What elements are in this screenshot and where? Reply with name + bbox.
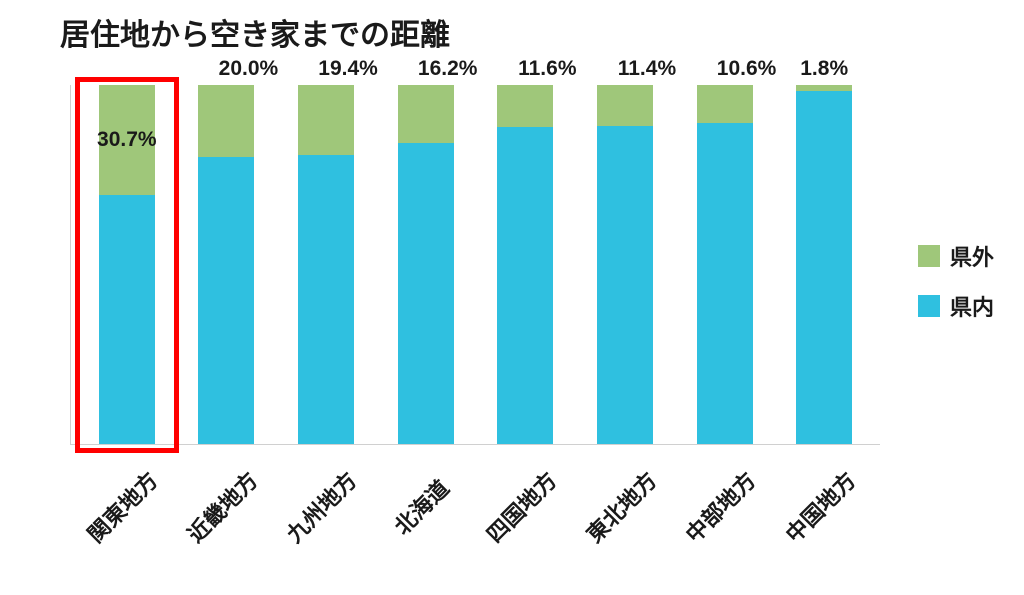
bar-0: 30.7% — [99, 85, 155, 444]
bar-6-seg-in — [697, 123, 753, 444]
x-label-1: 近畿地方 — [179, 464, 264, 549]
bar-slot-5: 11.4% — [575, 85, 675, 444]
legend-row-out: 県外 — [918, 240, 994, 272]
bar-7: 1.8% — [796, 85, 852, 444]
x-label-7: 中国地方 — [777, 464, 862, 549]
x-label-5: 東北地方 — [578, 464, 663, 549]
bar-6: 10.6% — [697, 85, 753, 444]
bar-7-seg-in — [796, 91, 852, 444]
bar-label-0: 30.7% — [67, 128, 187, 152]
bar-5-seg-in — [597, 126, 653, 444]
bar-slot-6: 10.6% — [675, 85, 775, 444]
bar-2-seg-out — [298, 85, 354, 155]
bar-4-seg-out — [497, 85, 553, 127]
bars-container: 30.7% 20.0% 19.4% 16.2% — [71, 85, 880, 444]
bar-1-seg-out — [198, 85, 254, 157]
bar-0-seg-in — [99, 195, 155, 444]
bar-4: 11.6% — [497, 85, 553, 444]
bar-1-seg-in — [198, 157, 254, 444]
bar-slot-1: 20.0% — [177, 85, 277, 444]
bar-label-7: 1.8% — [764, 57, 884, 81]
bar-slot-4: 11.6% — [476, 85, 576, 444]
chart-plot-area: 30.7% 20.0% 19.4% 16.2% — [70, 85, 880, 445]
x-label-3: 北海道 — [386, 472, 455, 541]
legend-text-in: 県内 — [950, 290, 994, 322]
bar-2: 19.4% — [298, 85, 354, 444]
x-label-6: 中部地方 — [678, 464, 763, 549]
bar-5-seg-out — [597, 85, 653, 126]
bar-3-seg-out — [398, 85, 454, 143]
bar-6-seg-out — [697, 85, 753, 123]
x-label-2: 九州地方 — [279, 464, 364, 549]
legend: 県外 県内 — [918, 240, 994, 340]
bar-3: 16.2% — [398, 85, 454, 444]
legend-swatch-out — [918, 245, 940, 267]
bar-slot-3: 16.2% — [376, 85, 476, 444]
bar-slot-2: 19.4% — [276, 85, 376, 444]
bar-3-seg-in — [398, 143, 454, 444]
chart-title: 居住地から空き家までの距離 — [60, 10, 450, 54]
bar-5: 11.4% — [597, 85, 653, 444]
bar-slot-7: 1.8% — [774, 85, 874, 444]
x-label-0: 関東地方 — [79, 464, 164, 549]
bar-4-seg-in — [497, 127, 553, 444]
x-label-4: 四国地方 — [478, 464, 563, 549]
bar-slot-0: 30.7% — [77, 85, 177, 444]
bar-2-seg-in — [298, 155, 354, 444]
legend-swatch-in — [918, 295, 940, 317]
legend-text-out: 県外 — [950, 240, 994, 272]
bar-1: 20.0% — [198, 85, 254, 444]
legend-row-in: 県内 — [918, 290, 994, 322]
x-axis-labels: 関東地方 近畿地方 九州地方 北海道 四国地方 東北地方 中部地方 中国地方 — [70, 455, 880, 487]
